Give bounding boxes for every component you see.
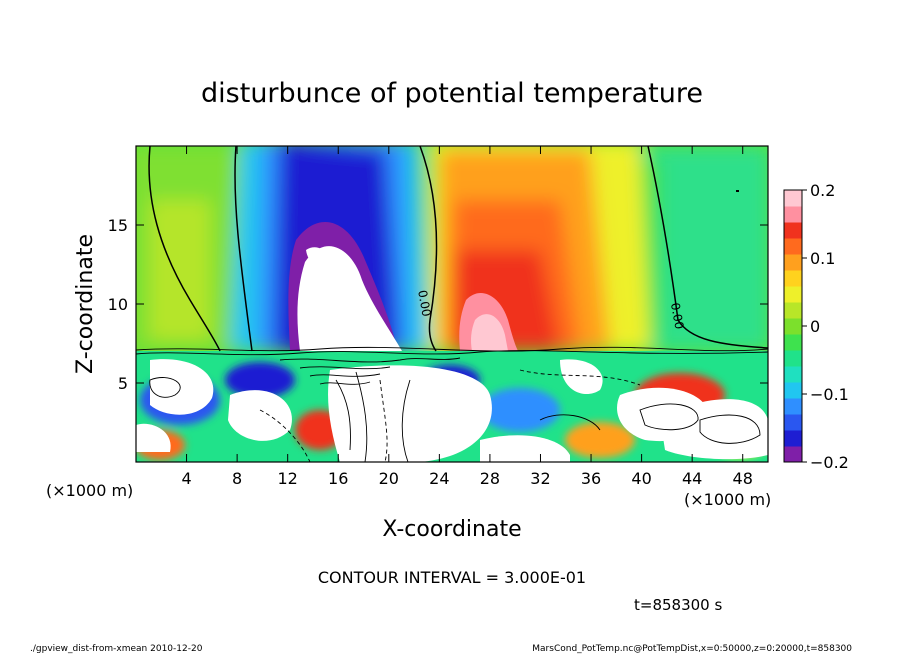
contour-label: 0.00	[415, 289, 433, 318]
contour-labels: 0.00 0.00	[415, 289, 686, 330]
colorbar-swatch	[784, 414, 802, 431]
x-tick-marks: 4 8 12 16 20 24 28 32 36 40 44 48	[181, 146, 753, 488]
x-tick-label: 32	[530, 469, 550, 488]
x-tick-label: 36	[581, 469, 601, 488]
x-tick-label: 16	[328, 469, 348, 488]
y-tick-label: 15	[108, 216, 128, 235]
x-tick-label: 24	[429, 469, 449, 488]
colorbar-swatch	[784, 366, 802, 383]
colorbar-tick-label: 0.2	[810, 181, 835, 200]
x-tick-label: 4	[181, 469, 191, 488]
x-unit-left: (×1000 m)	[46, 481, 133, 500]
colorbar-tick-label: −0.1	[810, 385, 849, 404]
zero-contours	[148, 146, 768, 352]
colorbar-swatch	[784, 270, 802, 287]
anomaly-cores	[288, 221, 518, 351]
boundary-layer-contours	[136, 346, 768, 462]
colorbar-swatch	[784, 286, 802, 303]
y-tick-marks: 5 10 15	[108, 216, 768, 393]
colorbar-swatch	[784, 206, 802, 223]
x-tick-label: 28	[480, 469, 500, 488]
colorbar-swatch	[784, 334, 802, 351]
colorbar-swatch	[784, 190, 802, 207]
x-unit-right: (×1000 m)	[684, 490, 771, 509]
colorbar-swatch	[784, 222, 802, 239]
colorbar-swatch	[784, 446, 802, 463]
x-tick-label: 20	[379, 469, 399, 488]
colorbar-tick-label: −0.2	[810, 453, 849, 472]
colorbar-ticks: 0.2 0.1 0 −0.1 −0.2	[802, 181, 849, 472]
colorbar-swatch	[784, 430, 802, 447]
y-tick-label: 10	[108, 295, 128, 314]
x-tick-label: 48	[733, 469, 753, 488]
colorbar-swatch	[784, 302, 802, 319]
y-tick-label: 5	[118, 374, 128, 393]
colorbar-swatch	[784, 350, 802, 367]
x-tick-label: 40	[631, 469, 651, 488]
colorbar-swatch	[784, 382, 802, 399]
colorbar-swatch	[784, 398, 802, 415]
colorbar-swatch	[784, 318, 802, 335]
x-axis-label: X-coordinate	[382, 517, 521, 542]
x-tick-label: 44	[682, 469, 702, 488]
footer-source: MarsCond_PotTemp.nc@PotTempDist,x=0:5000…	[532, 644, 852, 654]
x-tick-label: 12	[278, 469, 298, 488]
y-axis-label: Z-coordinate	[73, 234, 98, 374]
time-label: t=858300 s	[634, 596, 722, 614]
colorbar-swatch	[784, 238, 802, 255]
x-tick-label: 8	[232, 469, 242, 488]
lower-field	[136, 351, 768, 462]
plot-area	[136, 146, 768, 462]
colorbar	[784, 190, 802, 463]
colorbar-tick-label: 0	[810, 317, 820, 336]
chart-title: disturbunce of potential temperature	[201, 78, 703, 109]
contour-interval: CONTOUR INTERVAL = 3.000E-01	[318, 568, 586, 587]
footer-script: ./gpview_dist-from-xmean 2010-12-20	[30, 644, 203, 654]
contour-label: 0.00	[668, 302, 686, 331]
colorbar-swatch	[784, 254, 802, 271]
colorbar-tick-label: 0.1	[810, 249, 835, 268]
